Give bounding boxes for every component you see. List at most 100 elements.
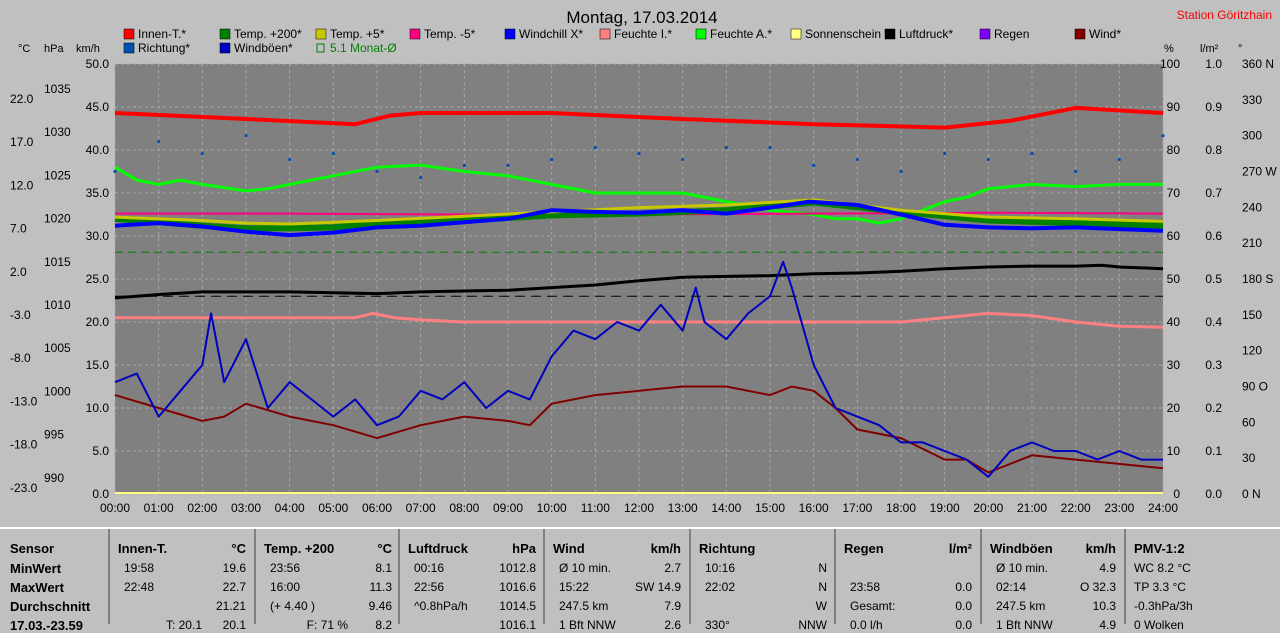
axis-tick-hpa: 1020 [44, 212, 71, 226]
panel-cell-value: 19.6 [222, 561, 246, 575]
panel-cell-label: 22:56 [414, 580, 445, 594]
legend-label: Temp. +200* [234, 27, 302, 41]
panel-cell-extra: O 32.3 [1079, 580, 1116, 594]
panel-cell-value: 4.9 [1099, 618, 1116, 632]
panel-cell-value: 4.9 [1099, 561, 1116, 575]
axis-tick-time: 17:00 [842, 501, 872, 515]
legend-label: Windchill X* [519, 27, 583, 41]
axis-tick-hpa: 1025 [44, 168, 71, 182]
chart-title: Montag, 17.03.2014 [566, 8, 717, 27]
legend-label: Feuchte A.* [710, 27, 772, 41]
legend-swatch [695, 28, 707, 40]
stats-row-min: MinWert [10, 561, 62, 576]
direction-point [157, 140, 161, 144]
axis-tick-percent: 0 [1173, 487, 1180, 501]
panel-cell-label: 10:16 [705, 561, 736, 575]
axis-tick-kmh: 50.0 [86, 57, 110, 71]
panel-cell-label: 23:58 [850, 580, 881, 594]
axis-tick-celsius: 2.0 [10, 265, 27, 279]
axis-tick-deg: 270 W [1242, 164, 1277, 178]
legend-label: Feuchte I.* [614, 27, 672, 41]
panel-cell-label: ^0.8hPa/h [414, 599, 468, 613]
panel-cell-label: 1 Bft NNW [996, 618, 1053, 632]
axis-tick-kmh: 30.0 [86, 229, 110, 243]
direction-point [899, 169, 903, 174]
direction-point [768, 146, 772, 150]
panel-title: PMV-1:2 [1134, 541, 1185, 556]
panel-unit: km/h [1085, 541, 1116, 556]
direction-point [637, 151, 641, 156]
stats-sensor-panel: Sensor MinWert MaxWert Durchschnitt 17.0… [0, 529, 108, 633]
axis-tick-kmh: 20.0 [86, 315, 110, 329]
axis-tick-deg: 180 S [1242, 272, 1273, 286]
panel-cell-label: TP 3.3 °C [1134, 580, 1186, 594]
legend-label: Innen-T.* [138, 27, 186, 41]
panel-cell-value: 9.46 [368, 599, 392, 613]
panel-cell-label: 00:16 [414, 561, 445, 575]
axis-tick-celsius: -8.0 [10, 351, 31, 365]
panel-cell-label: 16:00 [270, 580, 301, 594]
direction-point [1161, 134, 1165, 138]
panel-unit: °C [231, 541, 246, 556]
legend-swatch [316, 43, 325, 53]
legend-item: Wind* [1074, 27, 1121, 41]
axis-tick-lm2: 0.0 [1205, 487, 1222, 501]
panel-cell-label: Gesamt: [850, 599, 896, 613]
axis-tick-percent: 90 [1167, 100, 1181, 114]
panel-cell-value: 0.0 [955, 580, 972, 594]
axis-tick-lm2: 0.3 [1205, 358, 1222, 372]
series-line [114, 198, 1164, 226]
series-richtung [113, 134, 1165, 180]
axis-tick-deg: 90 O [1242, 379, 1268, 393]
axis-tick-celsius: -13.0 [10, 394, 38, 408]
panel-cell-value: 2.7 [664, 561, 681, 575]
axis-tick-percent: 10 [1167, 444, 1181, 458]
axis-tick-kmh: 15.0 [86, 358, 110, 372]
panel-cell-label: 0 Wolken [1134, 618, 1184, 632]
stats-row-avg: Durchschnitt [10, 599, 91, 614]
direction-point [419, 175, 423, 180]
panel-cell-value: W [815, 599, 827, 613]
direction-point [375, 169, 379, 174]
axis-tick-deg: 210 [1242, 236, 1262, 250]
legend-item: Richtung* [123, 41, 190, 55]
legend-swatch [884, 28, 896, 40]
panel-title: Wind [553, 541, 585, 556]
panel-cell-value: 10.3 [1092, 599, 1116, 613]
panel-cell-value: 0.0 [955, 599, 972, 613]
legend-item: Feuchte A.* [695, 27, 772, 41]
panel-cell-label: 1 Bft NNW [559, 618, 616, 632]
direction-point [812, 163, 816, 168]
direction-point [200, 151, 204, 156]
axis-tick-deg: 360 N [1242, 57, 1274, 71]
legend-item: Feuchte I.* [599, 27, 672, 41]
legend-swatch [599, 28, 611, 40]
direction-point [506, 163, 510, 168]
grid [114, 63, 1164, 495]
panel-cell-value: 7.9 [664, 599, 681, 613]
legend-swatch [790, 28, 802, 40]
series-line [114, 105, 1164, 130]
axis-tick-deg: 330 [1242, 93, 1262, 107]
axis-tick-time: 20:00 [973, 501, 1003, 515]
panel-cell-value: 1014.5 [499, 599, 536, 613]
legend-label: Windböen* [234, 41, 293, 55]
axis-tick-hpa: 1010 [44, 298, 71, 312]
axis-tick-hpa: 1000 [44, 384, 71, 398]
panel-cell-label: 22:02 [705, 580, 736, 594]
legend-label: 5.1 Monat-Ø [330, 41, 397, 55]
legend-swatch [219, 28, 231, 40]
stats-pmv-panel: PMV-1:2 WC 8.2 °C TP 3.3 °C -0.3hPa/3h 0 Wol… [1124, 529, 1280, 632]
panel-cell-label: 02:14 [996, 580, 1027, 594]
direction-point [724, 146, 728, 150]
series-line [114, 163, 1163, 225]
axis-tick-kmh: 10.0 [86, 401, 110, 415]
panel-cell-value: 2.6 [664, 618, 681, 632]
panel-cell-label: 247.5 km [996, 599, 1046, 613]
axis-tick-time: 16:00 [799, 501, 829, 515]
legend-label: Wind* [1089, 27, 1121, 41]
axis-tick-deg: 300 [1242, 129, 1262, 143]
axis-tick-hpa: 1015 [44, 255, 71, 269]
axis-tick-lm2: 0.9 [1205, 100, 1222, 114]
stats-luftdruck-panel: Luftdruck hPa 00:16 1012.8 22:56 1016.6 ^0.8hP… [398, 529, 544, 632]
